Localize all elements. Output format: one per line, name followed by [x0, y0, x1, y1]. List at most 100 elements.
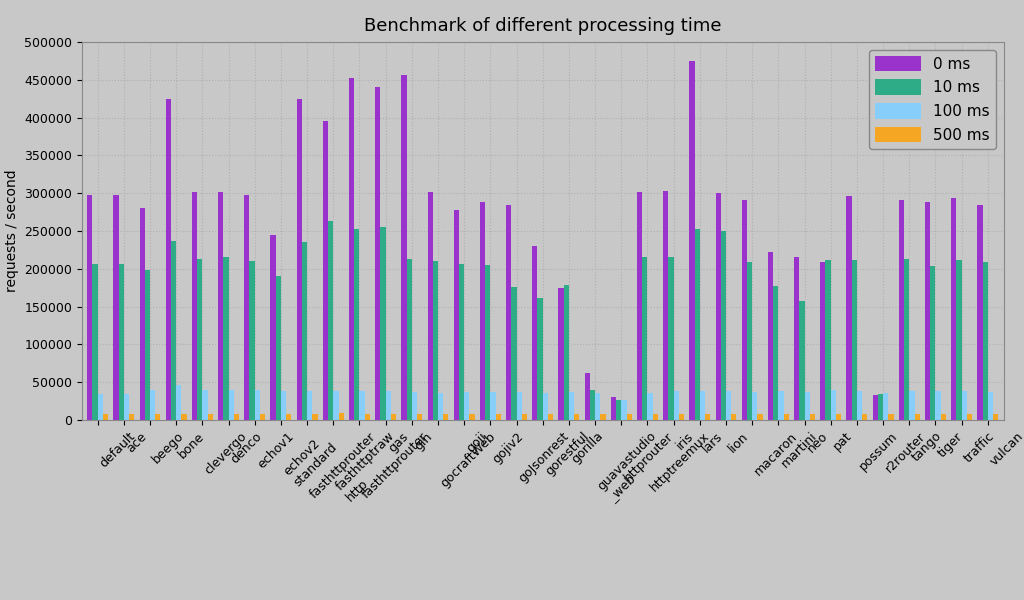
Bar [459, 263, 464, 420]
Bar [951, 199, 956, 420]
Bar [386, 391, 391, 420]
Bar [297, 98, 302, 420]
Bar [778, 391, 783, 420]
Bar [909, 391, 914, 420]
Bar [522, 414, 527, 420]
Bar [721, 231, 726, 420]
Bar [407, 259, 412, 420]
Bar [469, 414, 475, 420]
Bar [270, 235, 275, 420]
Bar [391, 414, 396, 420]
Title: Benchmark of different processing time: Benchmark of different processing time [364, 17, 722, 35]
Bar [888, 414, 894, 420]
Bar [642, 257, 647, 420]
Bar [166, 98, 171, 420]
Bar [275, 275, 281, 420]
Bar [496, 414, 501, 420]
Bar [433, 261, 438, 420]
Bar [652, 414, 657, 420]
Bar [375, 88, 380, 420]
Bar [181, 414, 186, 420]
Bar [616, 400, 622, 420]
Bar [941, 414, 946, 420]
Bar [810, 414, 815, 420]
Bar [532, 246, 538, 420]
Bar [302, 242, 307, 420]
Bar [805, 392, 810, 420]
Bar [114, 196, 119, 420]
Bar [464, 392, 469, 420]
Bar [412, 392, 417, 420]
Bar [852, 260, 857, 420]
Bar [480, 202, 485, 420]
Bar [699, 391, 706, 420]
Bar [176, 385, 181, 420]
Bar [622, 400, 627, 420]
Bar [768, 252, 773, 420]
Bar [354, 229, 359, 420]
Bar [144, 269, 150, 420]
Bar [349, 77, 354, 420]
Bar [197, 259, 203, 420]
Bar [783, 414, 788, 420]
Bar [925, 202, 930, 420]
Bar [669, 257, 674, 420]
Bar [983, 262, 988, 420]
Bar [156, 414, 161, 420]
Bar [773, 286, 778, 420]
Bar [820, 262, 825, 420]
Bar [312, 414, 317, 420]
Bar [563, 286, 569, 420]
Bar [129, 414, 134, 420]
Bar [490, 392, 496, 420]
Bar [401, 75, 407, 420]
Bar [233, 414, 239, 420]
Bar [328, 221, 333, 420]
Bar [380, 227, 386, 420]
Bar [359, 391, 365, 420]
Bar [339, 413, 344, 420]
Bar [569, 392, 574, 420]
Bar [872, 395, 878, 420]
Bar [506, 205, 511, 420]
Bar [218, 191, 223, 420]
Bar [716, 193, 721, 420]
Bar [250, 261, 255, 420]
Bar [87, 196, 92, 420]
Bar [102, 414, 109, 420]
Bar [977, 205, 983, 420]
Bar [694, 229, 699, 420]
Bar [245, 195, 250, 420]
Bar [516, 392, 522, 420]
Bar [794, 257, 800, 420]
Bar [647, 393, 652, 420]
Bar [914, 414, 920, 420]
Bar [171, 241, 176, 420]
Bar [543, 393, 548, 420]
Bar [758, 414, 763, 420]
Bar [862, 414, 867, 420]
Bar [627, 414, 632, 420]
Bar [988, 392, 993, 420]
Bar [255, 390, 260, 420]
Bar [664, 191, 669, 420]
Bar [967, 414, 972, 420]
Bar [857, 391, 862, 420]
Bar [208, 414, 213, 420]
Bar [610, 397, 616, 420]
Bar [585, 373, 590, 420]
Bar [836, 414, 841, 420]
Bar [511, 287, 516, 420]
Bar [674, 391, 679, 420]
Bar [962, 391, 967, 420]
Bar [286, 414, 292, 420]
Bar [228, 390, 233, 420]
Bar [753, 392, 758, 420]
Bar [281, 391, 286, 420]
Bar [443, 414, 449, 420]
Bar [139, 208, 144, 420]
Bar [706, 414, 711, 420]
Bar [119, 264, 124, 420]
Bar [454, 210, 459, 420]
Legend: 0 ms, 10 ms, 100 ms, 500 ms: 0 ms, 10 ms, 100 ms, 500 ms [869, 50, 996, 149]
